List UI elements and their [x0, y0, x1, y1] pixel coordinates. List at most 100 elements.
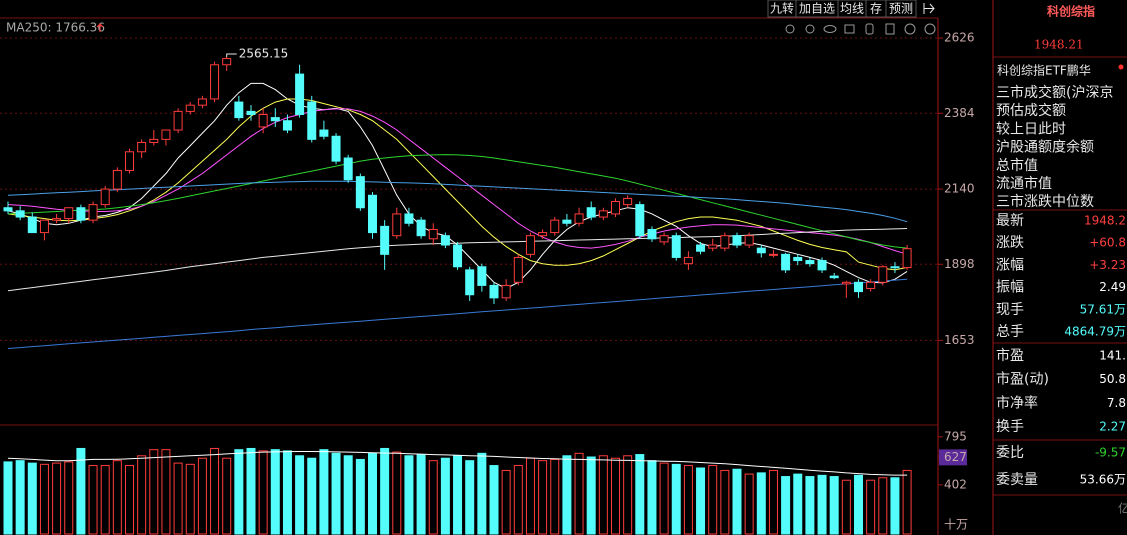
- volume-bar: [841, 479, 851, 535]
- exit-icon[interactable]: [923, 3, 935, 14]
- candle-body: [52, 218, 62, 221]
- volume-bar: [149, 449, 159, 535]
- panel-item: 沪股通额度余额: [996, 139, 1094, 156]
- candle-body: [732, 235, 742, 246]
- volume-bar: [52, 462, 62, 535]
- row-value: +60.8: [1089, 236, 1126, 250]
- candle-body: [611, 201, 620, 215]
- icon[interactable]: [885, 23, 895, 35]
- candle-body: [805, 260, 815, 265]
- indicator-arrow: [96, 23, 104, 32]
- volume-bar: [15, 460, 25, 535]
- panel-item: 预估成交额: [996, 102, 1066, 119]
- icon[interactable]: [904, 23, 916, 35]
- y-tick-label: 795: [944, 429, 967, 443]
- toolbar-button[interactable]: [885, 0, 917, 18]
- volume-bar: [3, 461, 13, 535]
- volume-bar: [793, 473, 803, 535]
- volume-bar: [112, 460, 122, 535]
- candle-body: [392, 213, 402, 237]
- toolbar-label[interactable]: 存: [870, 2, 882, 16]
- volume-bar: [562, 455, 572, 535]
- high-annotation: 2565.15: [239, 46, 289, 60]
- y-tick-label: 627: [944, 450, 967, 464]
- volume-bar: [392, 451, 402, 535]
- volume-bar: [805, 476, 815, 535]
- icon[interactable]: [805, 24, 815, 34]
- toolbar-label[interactable]: 预测: [889, 2, 913, 16]
- row-value: 1948.2: [1084, 214, 1126, 228]
- volume-bar: [817, 474, 827, 535]
- volume-bar: [744, 473, 754, 535]
- volume-bar: [465, 460, 475, 535]
- volume-bar: [890, 477, 900, 535]
- volume-bar: [696, 467, 706, 535]
- indicator-label: MA250: 1766.36: [6, 21, 105, 35]
- icon[interactable]: [865, 23, 874, 35]
- panel-item: 总市值: [996, 157, 1038, 174]
- volume-bar: [368, 452, 377, 535]
- candle-body: [39, 219, 49, 234]
- candle-body: [671, 235, 681, 258]
- volume-bar: [659, 462, 669, 535]
- candle-body: [331, 135, 341, 162]
- volume-bar: [732, 468, 742, 535]
- panel-item: 三市涨跌中位数: [996, 193, 1094, 210]
- volume-bar: [574, 452, 584, 535]
- volume-bar: [598, 455, 608, 535]
- candle-body: [890, 266, 900, 269]
- icon[interactable]: [844, 24, 855, 34]
- y-tick-label: 2384: [944, 106, 975, 120]
- icon[interactable]: [823, 25, 837, 33]
- toolbar-label[interactable]: 均线: [840, 2, 864, 16]
- volume-bar: [76, 447, 86, 535]
- candle-body: [368, 194, 377, 234]
- candle-body: [197, 98, 207, 106]
- candle-body: [513, 256, 523, 283]
- volume-bar: [708, 465, 718, 535]
- row-value: 7.8: [1107, 396, 1126, 410]
- volume-bar: [720, 469, 730, 535]
- volume-bar: [380, 447, 390, 535]
- ma-line: [7, 154, 908, 249]
- volume-bar: [246, 447, 256, 535]
- candle-body: [841, 281, 851, 285]
- row-label: 委比: [996, 445, 1024, 461]
- ma-line: [7, 278, 908, 349]
- toolbar-label[interactable]: 加自选: [799, 2, 835, 16]
- volume-bar: [258, 450, 268, 535]
- tick-highlight: [939, 449, 967, 466]
- toolbar-label[interactable]: 九转: [770, 1, 794, 16]
- candle-body: [720, 235, 730, 249]
- axis-unit: 十万: [944, 518, 968, 532]
- volume-bar: [453, 455, 463, 535]
- candle-body: [355, 176, 365, 209]
- y-tick-label: 402: [944, 477, 967, 491]
- row-label: 最新: [996, 213, 1024, 229]
- candle-body: [525, 235, 535, 255]
- candle-body: [282, 120, 292, 131]
- candle-body: [477, 266, 487, 286]
- row-label: 市盈(动): [996, 371, 1049, 388]
- volume-bar: [477, 452, 487, 535]
- candle-body: [708, 244, 718, 249]
- icon[interactable]: [785, 24, 795, 34]
- candle-body: [307, 101, 317, 140]
- candle-body: [878, 266, 888, 283]
- candle-body: [295, 73, 305, 115]
- candle-body: [489, 284, 499, 299]
- candle-body: [465, 269, 475, 296]
- row-label: 涨幅: [996, 257, 1024, 273]
- candle-body: [27, 216, 37, 234]
- volume-bar: [185, 463, 195, 535]
- row-value: 57.61万: [1080, 302, 1126, 316]
- icon[interactable]: [924, 23, 936, 35]
- volume-bar: [854, 474, 863, 535]
- row-label: 振幅: [996, 280, 1024, 296]
- candle-body: [550, 219, 560, 234]
- volume-bar: [355, 458, 365, 535]
- volume-bar: [683, 465, 693, 535]
- candle-body: [222, 58, 232, 66]
- candle-body: [744, 235, 754, 246]
